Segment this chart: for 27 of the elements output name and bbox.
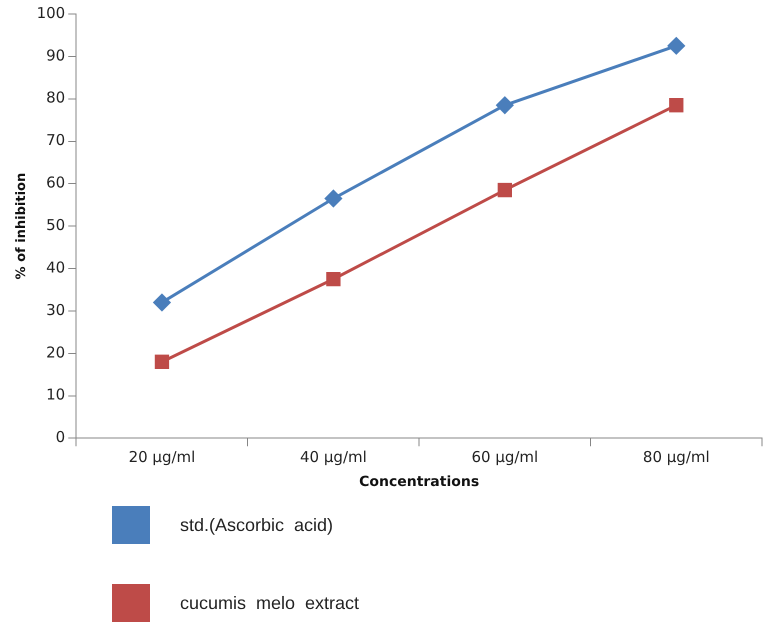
point (668, 37, 685, 54)
x-tick-label: 80 µg/ml (642, 448, 710, 466)
point (153, 294, 170, 311)
y-tick-label: 0 (56, 428, 66, 446)
point (496, 96, 514, 114)
y-tick-label: 30 (46, 300, 66, 319)
y-tick-label: 40 (46, 258, 66, 276)
y-tick-label: 80 (46, 88, 66, 107)
y-tick-label: 20 (46, 343, 66, 362)
y-tick-label: 50 (46, 216, 66, 234)
y-axis-title: % of inhibition (14, 172, 30, 280)
point (669, 98, 684, 112)
y-tick-label: 10 (46, 386, 66, 404)
y-tick-label: 60 (46, 174, 66, 192)
x-axis-title: Concentrations (359, 474, 480, 490)
point (498, 182, 512, 198)
point (154, 354, 170, 369)
y-tick-label: 90 (46, 46, 66, 64)
point (326, 272, 341, 286)
x-tick-label: 40 µg/ml (300, 448, 367, 466)
y-tick-label: 100 (36, 4, 66, 22)
x-tick-label: 20 µg/ml (128, 448, 196, 466)
x-tick-label: 60 µg/ml (471, 448, 538, 466)
y-tick-label: 70 (46, 131, 66, 150)
legend-label: std.(Ascorbic acid) (180, 514, 334, 536)
point (324, 190, 342, 208)
legend-label: cucumis melo extract (180, 592, 360, 614)
